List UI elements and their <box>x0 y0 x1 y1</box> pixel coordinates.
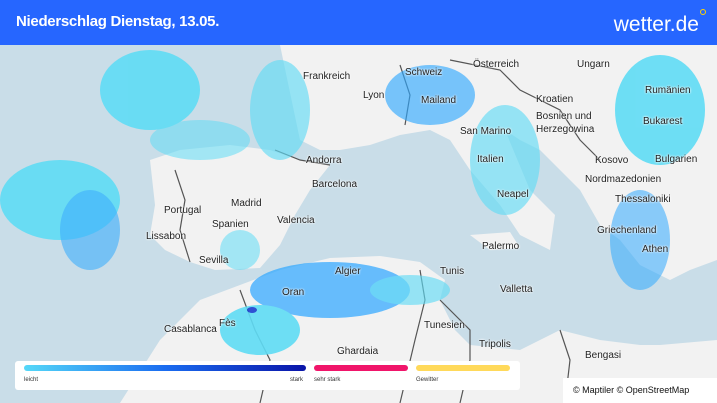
map-label: Neapel <box>497 189 529 200</box>
map-label: Barcelona <box>312 179 358 190</box>
map-label: Kroatien <box>536 94 574 105</box>
map-label: Bengasi <box>585 350 622 361</box>
map-label: Casablanca <box>164 324 217 335</box>
map-label: Algier <box>335 266 361 277</box>
map-label: Spanien <box>212 219 249 230</box>
map-label: Thessaloniki <box>615 194 671 205</box>
map-label: Schweiz <box>405 67 443 78</box>
map-label: Griechenland <box>597 225 657 236</box>
map-label: Fès <box>219 318 236 329</box>
map-label: Lyon <box>363 90 385 101</box>
map-label: Bulgarien <box>655 154 698 165</box>
legend-label-light: leicht <box>24 377 39 383</box>
map-label: Tunesien <box>424 320 465 331</box>
map-label: Rumänien <box>645 85 691 96</box>
rain-areas <box>0 50 705 355</box>
map-label: Nordmazedonien <box>585 174 662 185</box>
map-label: Ghardaia <box>337 346 379 357</box>
map-label: Oran <box>282 287 305 298</box>
map-label: Kosovo <box>595 155 629 166</box>
legend-label-thunderstorm: Gewitter <box>416 377 439 383</box>
map-label: Sevilla <box>199 255 229 266</box>
map-label: Ungarn <box>577 59 610 70</box>
map-label: Mailand <box>421 95 457 106</box>
map-label: Andorra <box>306 155 342 166</box>
map-label: Valencia <box>277 215 315 226</box>
legend-label-strong: stark <box>290 377 304 383</box>
map-label: San Marino <box>460 126 512 137</box>
precipitation-map[interactable] <box>0 45 717 403</box>
map-label: Tripolis <box>479 339 511 350</box>
map-label: Tunis <box>440 266 465 277</box>
legend: leicht stark sehr stark Gewitter <box>15 361 520 390</box>
map-label: Lissabon <box>146 231 187 242</box>
map-label: Herzegowina <box>536 124 595 135</box>
map-label: Madrid <box>231 198 262 209</box>
map-attribution[interactable]: © Maptiler © OpenStreetMap <box>563 378 717 403</box>
map-label: Portugal <box>164 205 202 216</box>
legend-bar-thunderstorm <box>416 365 510 371</box>
legend-label-very-strong: sehr stark <box>314 377 341 383</box>
map-label: Italien <box>477 154 504 165</box>
map-label: Athen <box>642 244 669 255</box>
legend-bar-intensity <box>24 365 306 371</box>
wetter-de-logo: wetter.de <box>613 13 699 36</box>
map-label: Österreich <box>473 59 520 70</box>
map-label: Bukarest <box>643 116 683 127</box>
map-label: Bosnien und <box>536 111 592 122</box>
logo-sun-icon <box>700 9 706 15</box>
map-label: Palermo <box>482 241 520 252</box>
page-title: Niederschlag Dienstag, 13.05. <box>16 13 220 30</box>
header: Niederschlag Dienstag, 13.05. wetter.de <box>0 0 717 45</box>
legend-bar-very-strong <box>314 365 408 371</box>
map-label: Valletta <box>500 284 533 295</box>
map-label: Frankreich <box>303 71 351 82</box>
